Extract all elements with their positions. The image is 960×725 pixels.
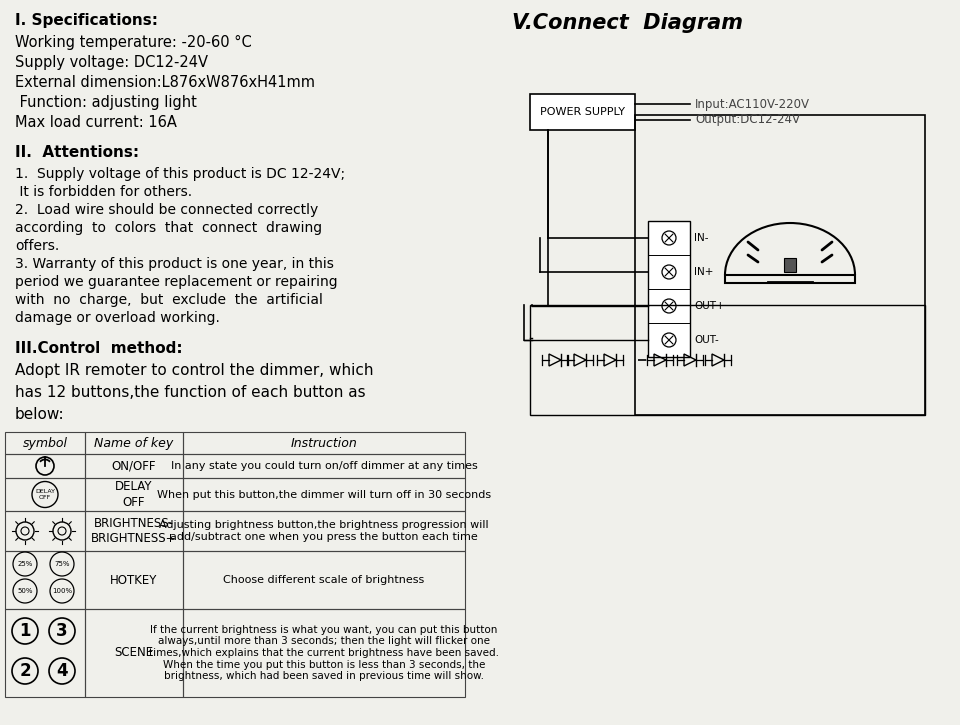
Text: period we guarantee replacement or repairing: period we guarantee replacement or repai… <box>15 275 338 289</box>
Bar <box>85 478 183 511</box>
Bar <box>183 511 465 551</box>
Text: 1: 1 <box>19 622 31 640</box>
Text: POWER SUPPLY: POWER SUPPLY <box>540 107 625 117</box>
Bar <box>5 551 85 609</box>
Text: DELAY
OFF: DELAY OFF <box>115 481 153 508</box>
Text: Name of key: Name of key <box>94 436 174 450</box>
Text: OUT-: OUT- <box>694 335 719 345</box>
Bar <box>530 305 925 415</box>
Text: symbol: symbol <box>22 436 67 450</box>
Text: 25%: 25% <box>17 561 33 567</box>
Bar <box>5 432 85 454</box>
Text: Output:DC12-24V: Output:DC12-24V <box>695 113 800 126</box>
Text: 4: 4 <box>57 662 68 680</box>
Text: V.Connect  Diagram: V.Connect Diagram <box>512 13 743 33</box>
Bar <box>183 478 465 511</box>
Text: damage or overload working.: damage or overload working. <box>15 311 220 325</box>
Text: DELAY
OFF: DELAY OFF <box>35 489 55 500</box>
Text: When put this button,the dimmer will turn off in 30 seconds: When put this button,the dimmer will tur… <box>156 489 492 500</box>
Text: Function: adjusting light: Function: adjusting light <box>15 95 197 110</box>
Bar <box>784 258 796 272</box>
Text: BRIGHTNESS-
BRIGHTNESS+: BRIGHTNESS- BRIGHTNESS+ <box>91 517 177 545</box>
Bar <box>85 511 183 551</box>
Text: 3. Warranty of this product is one year, in this: 3. Warranty of this product is one year,… <box>15 257 334 271</box>
Text: 75%: 75% <box>55 561 70 567</box>
Text: below:: below: <box>15 407 64 422</box>
Bar <box>85 432 183 454</box>
Bar <box>530 94 635 130</box>
Text: External dimension:L876xW876xH41mm: External dimension:L876xW876xH41mm <box>15 75 315 90</box>
Bar <box>183 551 465 609</box>
Bar <box>85 551 183 609</box>
Bar <box>635 115 925 415</box>
Text: HOTKEY: HOTKEY <box>110 573 157 587</box>
Text: It is forbidden for others.: It is forbidden for others. <box>15 185 192 199</box>
Text: Choose different scale of brightness: Choose different scale of brightness <box>224 575 424 585</box>
Text: Adopt IR remoter to control the dimmer, which: Adopt IR remoter to control the dimmer, … <box>15 363 373 378</box>
Text: Adjusting brightness button,the brightness progression will
add/subtract one whe: Adjusting brightness button,the brightne… <box>159 521 489 542</box>
Text: 2: 2 <box>19 662 31 680</box>
Bar <box>5 478 85 511</box>
Text: SCENE: SCENE <box>114 647 154 660</box>
Bar <box>85 609 183 697</box>
Bar <box>183 432 465 454</box>
Bar <box>5 511 85 551</box>
Text: ON/OFF: ON/OFF <box>111 460 156 473</box>
Text: IN-: IN- <box>694 233 708 243</box>
Text: II.  Attentions:: II. Attentions: <box>15 145 139 160</box>
Text: 50%: 50% <box>17 588 33 594</box>
Text: 1.  Supply voltage of this product is DC 12-24V;: 1. Supply voltage of this product is DC … <box>15 167 346 181</box>
Text: according  to  colors  that  connect  drawing: according to colors that connect drawing <box>15 221 323 235</box>
Bar <box>183 609 465 697</box>
Text: If the current brightness is what you want, you can put this button
always,until: If the current brightness is what you wa… <box>149 625 499 682</box>
Text: I. Specifications:: I. Specifications: <box>15 13 158 28</box>
Text: IN+: IN+ <box>694 267 713 277</box>
Bar <box>5 454 85 478</box>
Bar <box>183 454 465 478</box>
Text: Max load current: 16A: Max load current: 16A <box>15 115 177 130</box>
Text: has 12 buttons,the function of each button as: has 12 buttons,the function of each butt… <box>15 385 366 400</box>
Text: Working temperature: -20-60 °C: Working temperature: -20-60 °C <box>15 35 252 50</box>
Text: offers.: offers. <box>15 239 60 253</box>
Text: In any state you could turn on/off dimmer at any times: In any state you could turn on/off dimme… <box>171 461 477 471</box>
Text: Instruction: Instruction <box>291 436 357 450</box>
Bar <box>648 221 690 357</box>
Bar <box>85 454 183 478</box>
Text: 3: 3 <box>57 622 68 640</box>
Bar <box>5 609 85 697</box>
Text: Input:AC110V-220V: Input:AC110V-220V <box>695 98 810 111</box>
Text: 2.  Load wire should be connected correctly: 2. Load wire should be connected correct… <box>15 203 319 217</box>
Bar <box>725 275 855 283</box>
Text: with  no  charge,  but  exclude  the  artificial: with no charge, but exclude the artifici… <box>15 293 323 307</box>
Text: III.Control  method:: III.Control method: <box>15 341 182 356</box>
Text: 100%: 100% <box>52 588 72 594</box>
Text: Supply voltage: DC12-24V: Supply voltage: DC12-24V <box>15 55 208 70</box>
Text: OUT+: OUT+ <box>694 301 725 311</box>
